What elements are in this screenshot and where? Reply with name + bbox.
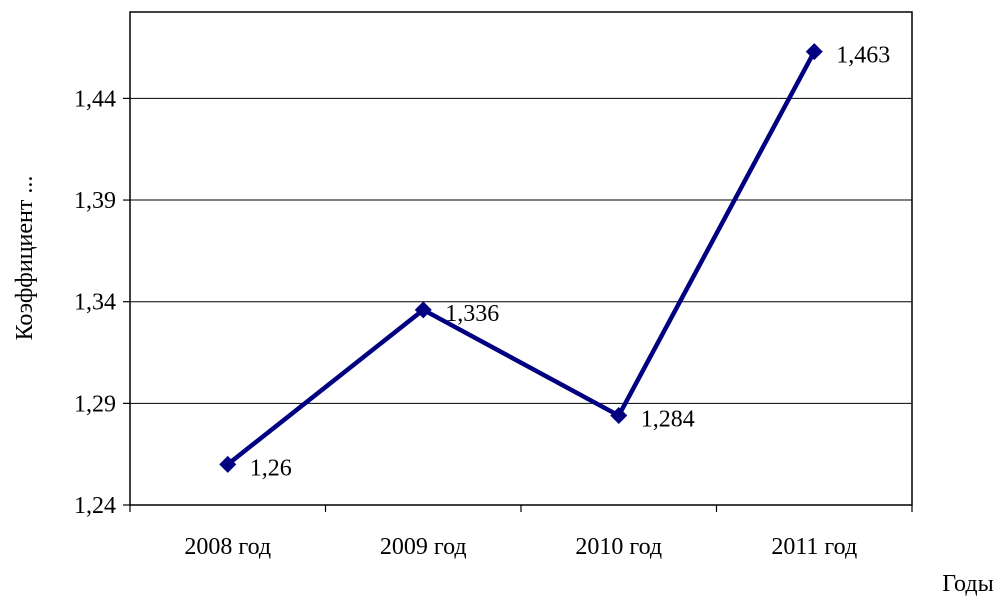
data-label: 1,284 [641,407,695,433]
y-tick-label: 1,34 [74,290,116,316]
data-point-marker [219,455,237,473]
data-point-marker [414,301,432,319]
x-tick-label: 2009 год [380,534,467,560]
series-group [219,43,823,473]
series-line [226,50,817,467]
gridlines [130,97,912,404]
data-label: 1,336 [445,301,499,327]
y-tick-label: 1,39 [74,188,116,214]
x-axis: 2008 год 2009 год 2010 год 2011 год [129,505,913,560]
x-tick-label: 2010 год [575,534,662,560]
y-tick-label: 1,29 [74,391,116,417]
data-label: 1,463 [836,43,890,69]
x-axis-title: Годы [942,571,993,597]
y-axis-title: Коэффициент ... [12,176,38,341]
x-tick-label: 2008 год [184,534,271,560]
plot-area-frame [129,11,913,506]
y-tick-label: 1,24 [74,493,116,519]
data-label: 1,26 [250,455,292,481]
x-tick-label: 2011 год [771,534,857,560]
data-point-marker [805,43,823,61]
data-point-marker [610,407,628,425]
y-axis: 1,24 1,29 1,34 1,39 1,44 [74,86,130,519]
y-tick-label: 1,44 [74,86,116,112]
data-label-group: 1,26 1,336 1,284 1,463 [250,43,891,482]
